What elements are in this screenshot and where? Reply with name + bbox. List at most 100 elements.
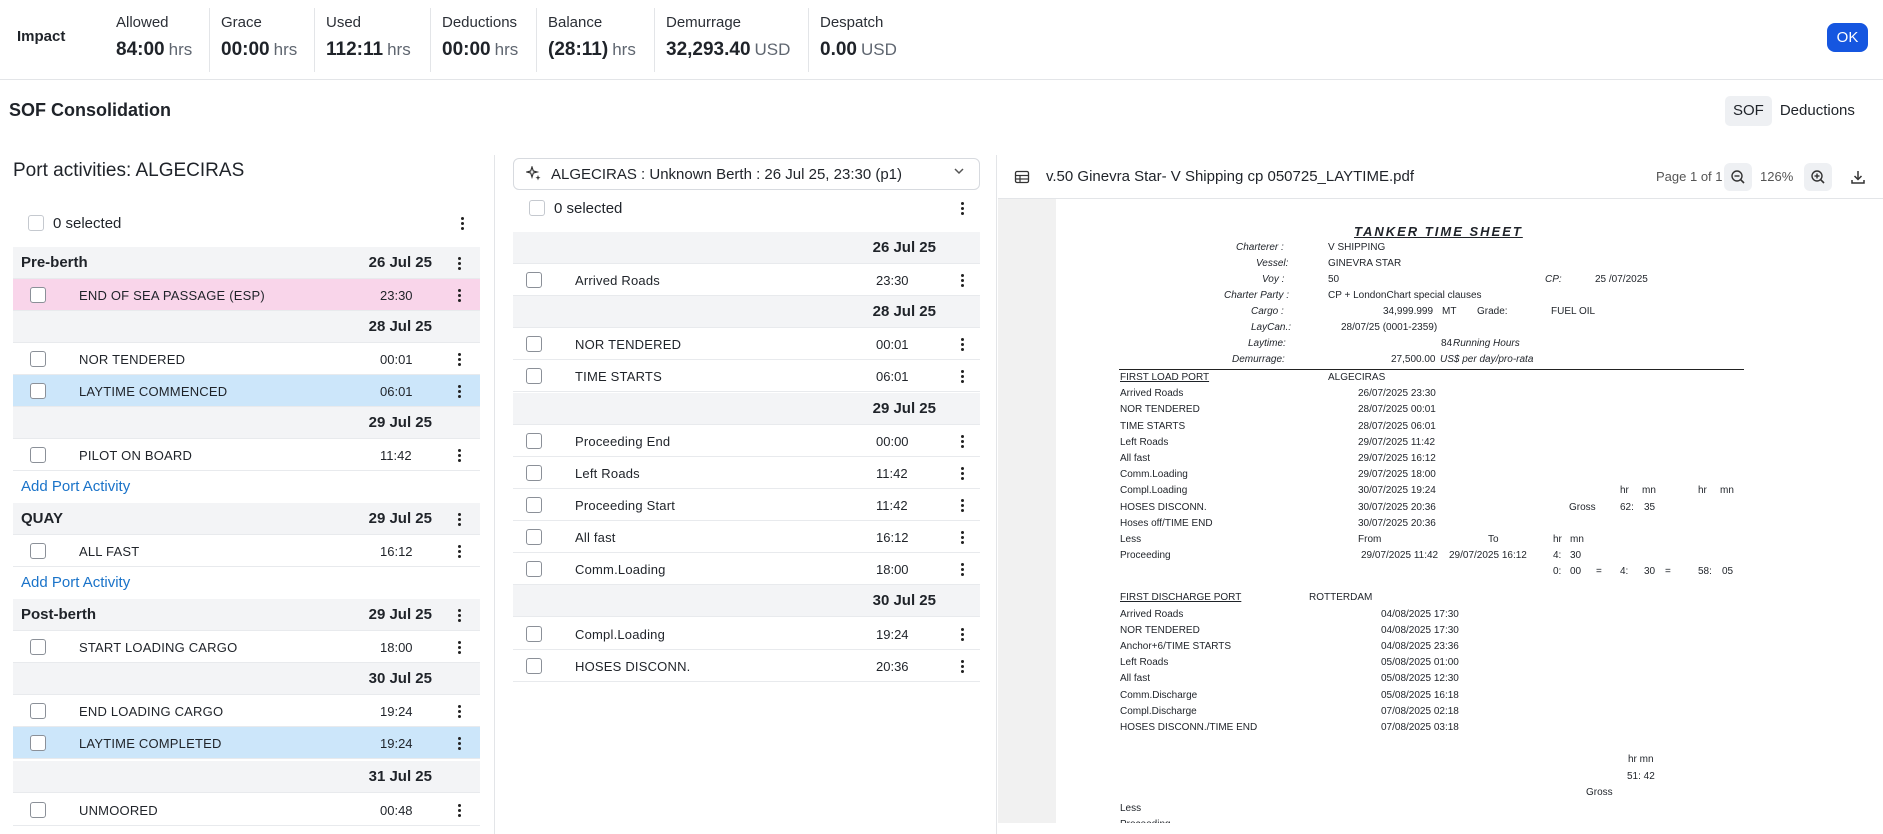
more-options-icon[interactable] [954,623,970,645]
zoom-out-icon[interactable] [1724,163,1752,191]
more-options-icon[interactable] [451,540,467,562]
doc-gross-label: Gross [1569,501,1596,513]
tab-sof[interactable]: SOF [1725,96,1772,126]
row-checkbox[interactable] [30,735,46,751]
event-row[interactable]: Comm.Loading 18:00 [513,553,980,585]
berth-select[interactable]: ALGECIRAS : Unknown Berth : 26 Jul 25, 2… [513,158,980,190]
event-row[interactable]: Arrived Roads 23:30 [513,264,980,296]
event-time: 00:00 [876,434,909,449]
row-checkbox[interactable] [526,497,542,513]
metric-label: Demurrage [666,14,742,31]
select-all-checkbox[interactable] [529,200,545,216]
row-checkbox[interactable] [526,336,542,352]
event-row[interactable]: Proceeding Start 11:42 [513,489,980,521]
more-options-icon[interactable] [451,444,467,466]
row-checkbox[interactable] [30,639,46,655]
add-port-activity-row: Add Port Activity [13,567,480,599]
more-options-icon[interactable] [451,700,467,722]
row-checkbox[interactable] [526,433,542,449]
more-options-icon[interactable] [451,799,467,821]
more-options-icon[interactable] [954,269,970,291]
activity-row[interactable]: END LOADING CARGO 19:24 [13,695,480,727]
more-options-icon[interactable] [451,252,467,274]
metric-value: 0.00 [820,39,857,60]
more-options-icon[interactable] [954,655,970,677]
row-checkbox[interactable] [30,802,46,818]
event-row[interactable]: NOR TENDERED 00:01 [513,328,980,360]
group-name: Post-berth [21,606,96,623]
activity-row[interactable]: LAYTIME COMMENCED 06:01 [13,375,480,407]
event-time: 16:12 [876,530,909,545]
more-options-icon[interactable] [954,430,970,452]
tab-deductions[interactable]: Deductions [1779,102,1855,119]
select-all-checkbox[interactable] [28,215,44,231]
more-options-icon[interactable] [954,494,970,516]
event-row[interactable]: All fast 16:12 [513,521,980,553]
event-row[interactable]: HOSES DISCONN. 20:36 [513,650,980,682]
add-port-activity-link[interactable]: Add Port Activity [21,478,131,495]
activity-row[interactable]: UNMOORED 00:48 [13,794,480,826]
activity-row[interactable]: ALL FAST 16:12 [13,535,480,567]
more-options-icon[interactable] [954,197,970,219]
row-checkbox[interactable] [30,447,46,463]
row-checkbox[interactable] [526,561,542,577]
doc-col-hr: hr [1620,485,1629,497]
doc-col-mn: mn [1720,485,1734,497]
doc-col-mn: mn [1642,485,1656,497]
group-date: 26 Jul 25 [368,254,432,271]
more-options-icon[interactable] [451,636,467,658]
activity-row[interactable]: START LOADING CARGO 18:00 [13,631,480,663]
more-options-icon[interactable] [954,526,970,548]
more-options-icon[interactable] [954,365,970,387]
row-checkbox[interactable] [526,626,542,642]
more-options-icon[interactable] [954,462,970,484]
activity-row[interactable]: NOR TENDERED 00:01 [13,343,480,375]
row-checkbox[interactable] [30,703,46,719]
event-row[interactable]: TIME STARTS 06:01 [513,360,980,392]
activity-row[interactable]: END OF SEA PASSAGE (ESP) 23:30 [13,279,480,311]
more-options-icon[interactable] [451,284,467,306]
row-checkbox[interactable] [526,272,542,288]
more-options-icon[interactable] [451,348,467,370]
doc-event-name: Hoses off/TIME END [1120,517,1213,529]
select-all-row: 0 selected [529,193,622,223]
row-checkbox[interactable] [526,368,542,384]
row-checkbox[interactable] [30,351,46,367]
metric-balance: Balance (28:11) hrs [536,8,652,72]
event-row[interactable]: Compl.Loading 19:24 [513,618,980,650]
row-checkbox[interactable] [30,383,46,399]
more-options-icon[interactable] [451,732,467,754]
more-options-icon[interactable] [454,212,470,234]
activity-row[interactable]: LAYTIME COMPLETED 19:24 [13,727,480,759]
more-options-icon[interactable] [451,380,467,402]
event-time: 00:01 [876,337,909,352]
row-checkbox[interactable] [30,543,46,559]
more-options-icon[interactable] [954,333,970,355]
row-checkbox[interactable] [526,529,542,545]
activity-row[interactable]: PILOT ON BOARD 11:42 [13,439,480,471]
row-checkbox[interactable] [30,287,46,303]
metric-label: Balance [548,14,603,31]
metric-label: Grace [221,14,262,31]
event-row[interactable]: Left Roads 11:42 [513,457,980,489]
pdf-canvas[interactable]: TANKER TIME SHEET Charterer : V SHIPPING… [998,199,1828,823]
activity-time: 16:12 [380,544,413,559]
doc-label: Charterer : [1236,242,1284,253]
more-options-icon[interactable] [451,508,467,530]
event-row[interactable]: Proceeding End 00:00 [513,425,980,457]
download-icon[interactable] [1844,163,1872,191]
doc-event-name: Compl.Discharge [1120,705,1197,717]
ok-button[interactable]: OK [1827,23,1868,52]
date-header: 28 Jul 25 [513,296,980,328]
row-checkbox[interactable] [526,658,542,674]
more-options-icon[interactable] [451,604,467,626]
row-checkbox[interactable] [526,465,542,481]
zoom-in-icon[interactable] [1804,163,1832,191]
doc-proc-from: 29/07/2025 11:42 [1361,550,1439,562]
more-options-icon[interactable] [954,558,970,580]
date-header: 31 Jul 25 [13,761,480,793]
doc-label: Cargo : [1251,306,1284,317]
add-port-activity-link[interactable]: Add Port Activity [21,574,131,591]
doc-rule [1119,369,1744,370]
table-icon[interactable] [1008,163,1036,191]
